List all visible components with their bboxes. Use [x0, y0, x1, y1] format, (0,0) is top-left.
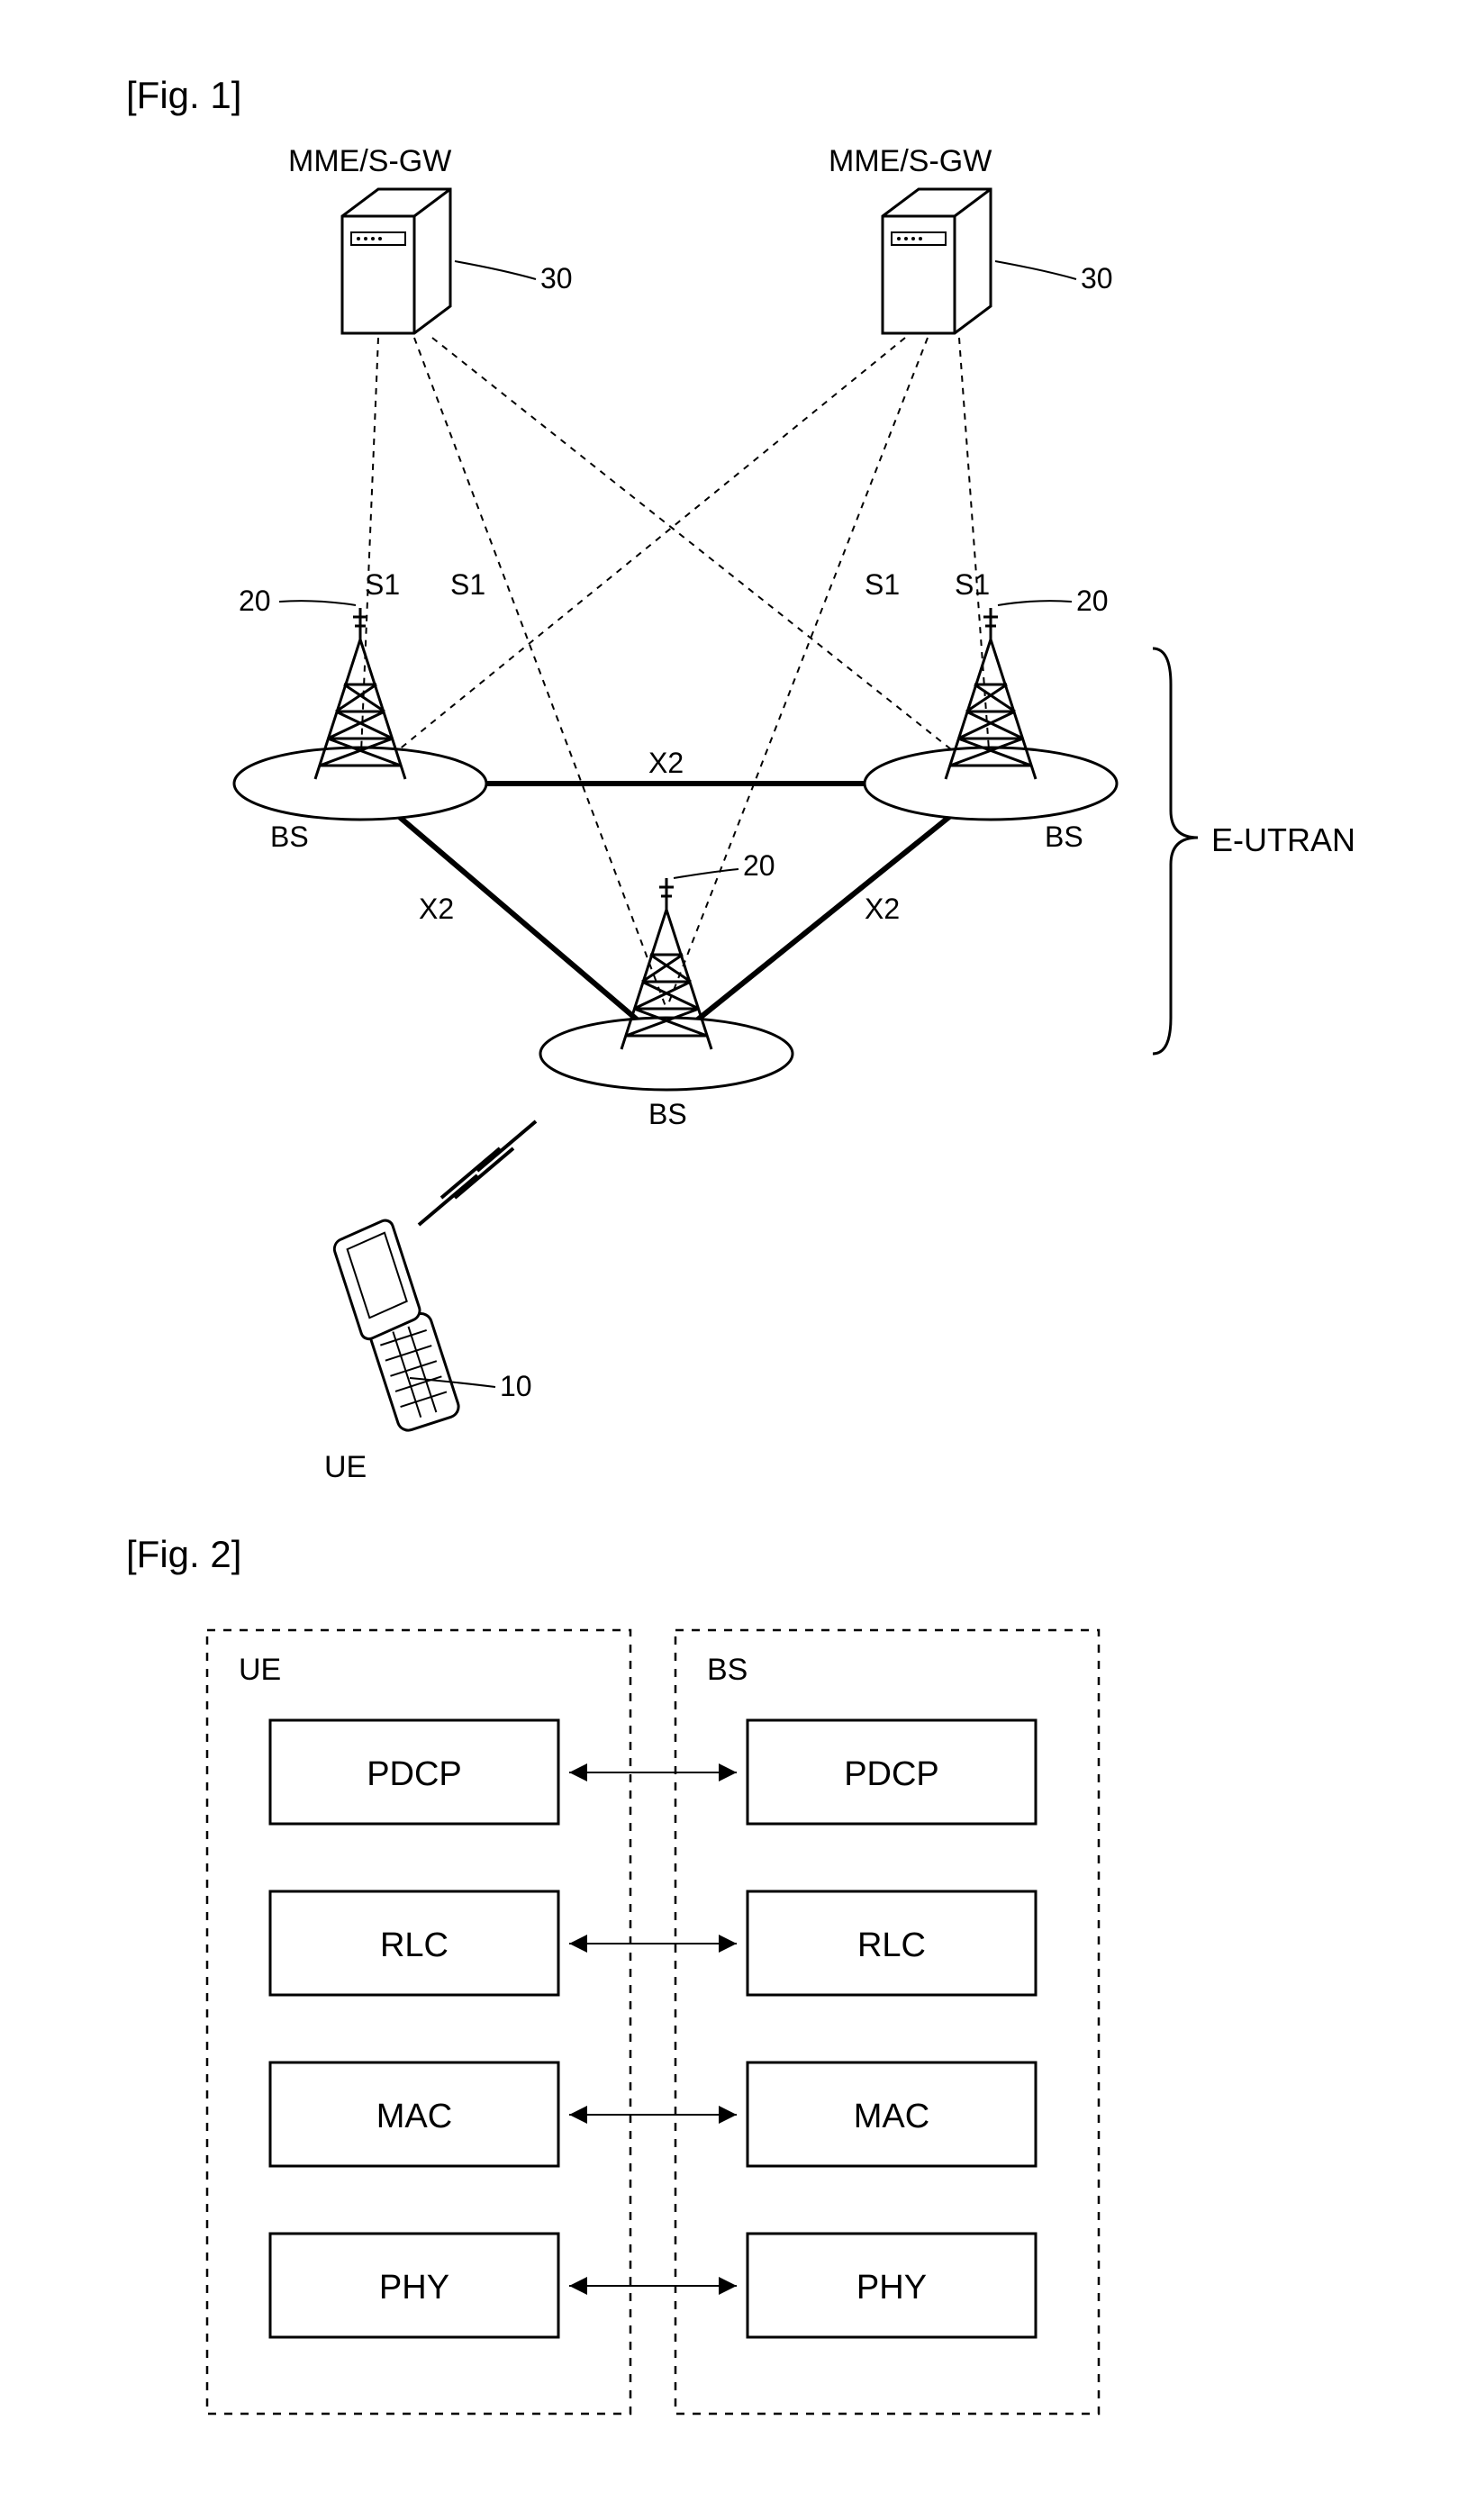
- bs1-ref: 20: [239, 585, 271, 617]
- fig1-title: [Fig. 1]: [126, 74, 241, 116]
- ue-header: UE: [239, 1653, 281, 1687]
- bs-boxes: PDCP RLC MAC PHY: [748, 1720, 1036, 2337]
- bs-pdcp-label: PDCP: [844, 1755, 939, 1793]
- mme1-ref: 30: [540, 262, 573, 295]
- x2-label: X2: [648, 747, 684, 779]
- ue-boxes: PDCP RLC MAC PHY: [270, 1720, 558, 2337]
- ue-pdcp-label: PDCP: [367, 1755, 462, 1793]
- s1-label: S1: [450, 568, 485, 601]
- bs-rlc-label: RLC: [857, 1926, 926, 1964]
- bs2-ref: 20: [743, 849, 775, 882]
- radio-link-icon: [419, 1121, 536, 1225]
- ue-rlc-label: RLC: [380, 1926, 449, 1964]
- peer-arrows: [569, 1772, 737, 2286]
- bs3: BS: [865, 608, 1117, 853]
- mme-sgw-2: MME/S-GW 30: [829, 144, 1113, 333]
- bs-mac-label: MAC: [854, 2098, 929, 2135]
- bs2-label: BS: [648, 1098, 687, 1130]
- bs3-ref: 20: [1076, 585, 1109, 617]
- bs-header: BS: [707, 1653, 748, 1687]
- x2-label: X2: [865, 893, 900, 925]
- bs-phy-label: PHY: [856, 2269, 927, 2307]
- mme1-label: MME/S-GW: [288, 144, 451, 178]
- ue-label: UE: [324, 1450, 367, 1484]
- bs1-label: BS: [270, 820, 309, 853]
- ue-mac-label: MAC: [376, 2098, 452, 2135]
- fig2-title: [Fig. 2]: [126, 1533, 241, 1575]
- mme2-label: MME/S-GW: [829, 144, 992, 178]
- ue-ref: 10: [500, 1370, 532, 1402]
- ue-phy-label: PHY: [379, 2269, 449, 2307]
- x2-label: X2: [419, 893, 454, 925]
- bs2: BS: [540, 878, 793, 1130]
- mme-sgw-1: MME/S-GW 30: [288, 144, 573, 333]
- bs1: BS: [234, 608, 486, 853]
- mme2-ref: 30: [1081, 262, 1113, 295]
- eutran-brace: E-UTRAN: [1153, 648, 1355, 1054]
- bs3-label: BS: [1045, 820, 1083, 853]
- s1-label: S1: [365, 568, 400, 601]
- diagram-canvas: [Fig. 1] MME/S-GW 30 MME/S-GW: [0, 0, 1477, 2520]
- s1-labels: S1 S1 S1 S1: [365, 568, 990, 601]
- eutran-label: E-UTRAN: [1211, 821, 1355, 858]
- fig2: [Fig. 2] UE BS PDCP RLC MAC: [126, 1533, 1099, 2414]
- page: [Fig. 1] MME/S-GW 30 MME/S-GW: [0, 0, 1477, 2520]
- s1-label: S1: [865, 568, 900, 601]
- s1-label: S1: [955, 568, 990, 601]
- fig1: [Fig. 1] MME/S-GW 30 MME/S-GW: [126, 74, 1355, 1484]
- ue: [330, 1215, 461, 1435]
